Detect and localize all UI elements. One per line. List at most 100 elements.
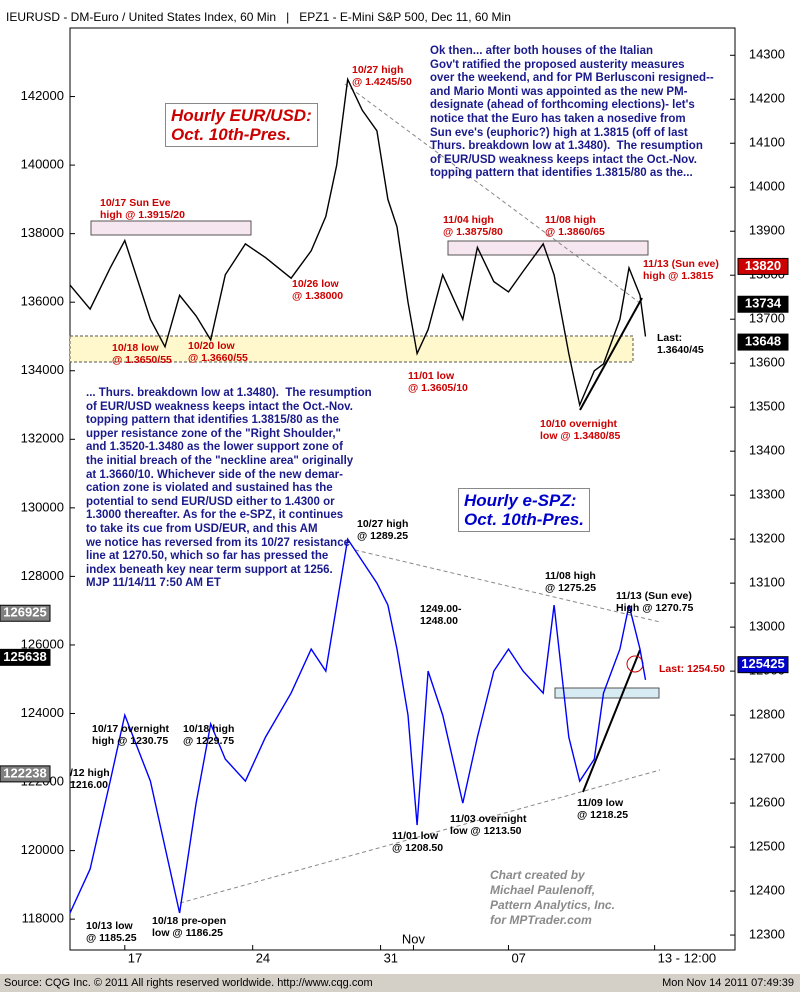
price-marker xyxy=(737,295,789,313)
support-zone xyxy=(554,687,660,699)
annotation: 11/08 high @ 1.3860/65 xyxy=(545,214,605,238)
annotation: 11/08 high @ 1275.25 xyxy=(545,570,597,594)
annotation: 11/04 high @ 1.3875/80 xyxy=(443,214,503,238)
trend-line xyxy=(582,649,641,793)
annotation: 10/18 low @ 1.3650/55 xyxy=(112,342,172,366)
y2-tick-label: 13900 xyxy=(749,223,785,238)
price-marker xyxy=(737,333,789,351)
y2-tick-label: 14000 xyxy=(749,179,785,194)
annotation: 10/20 low @ 1.3660/55 xyxy=(188,340,248,364)
annotation: 11/01 low @ 1208.50 xyxy=(392,830,444,854)
y2-tick-label: 13300 xyxy=(749,487,785,502)
trend-line xyxy=(354,549,661,623)
y-tick-label: 126000 xyxy=(21,636,64,651)
annotation: ... Thurs. breakdown low at 1.3480). The… xyxy=(86,387,372,590)
annotation: 10/13 low @ 1185.25 xyxy=(86,920,137,944)
y-tick-label: 120000 xyxy=(21,842,64,857)
price-marker-label: 126925 xyxy=(3,605,46,620)
price-marker xyxy=(737,656,789,674)
price-marker xyxy=(0,648,51,666)
resistance-zone xyxy=(90,220,252,236)
annotation: 10/18 high @ 1229.75 xyxy=(183,723,235,747)
annotation: 10/17 overnight high @ 1230.75 xyxy=(92,723,170,747)
x-tick-label: 24 xyxy=(256,950,270,965)
annotation: Hourly EUR/USD: Oct. 10th-Pres. xyxy=(165,103,318,147)
y2-tick-label: 14300 xyxy=(749,47,785,62)
annotation: 11/01 low @ 1.3605/10 xyxy=(408,370,468,394)
annotation: Chart created by Michael Paulenoff, Patt… xyxy=(490,868,615,927)
y2-tick-label: 13400 xyxy=(749,443,785,458)
y-tick-label: 142000 xyxy=(21,88,64,103)
x-tick-label: 17 xyxy=(128,950,142,965)
annotation: Ok then... after both houses of the Ital… xyxy=(430,45,714,180)
annotation: 11/09 low @ 1218.25 xyxy=(577,797,629,821)
annotation: 1249.00- 1248.00 xyxy=(420,603,462,627)
series-title: IEURUSD - DM-Euro / United States Index,… xyxy=(6,10,277,24)
series-title: EPZ1 - E-Mini S&P 500, Dec 11, 60 Min xyxy=(299,10,511,24)
annotation: Last: 1.3640/45 xyxy=(657,332,704,356)
annotation: /12 high 1216.00 xyxy=(70,767,110,791)
support-zone xyxy=(69,335,634,363)
x-tick-label: Nov xyxy=(402,931,426,946)
price-marker-label: 125425 xyxy=(741,656,784,671)
annotation: 11/13 (Sun eve) high @ 1.3815 xyxy=(643,258,719,282)
plot-frame xyxy=(69,27,736,951)
y2-tick-label: 12700 xyxy=(749,751,785,766)
y-tick-label: 132000 xyxy=(21,431,64,446)
timestamp: Mon Nov 14 2011 07:49:39 xyxy=(662,977,794,989)
y2-tick-label: 14200 xyxy=(749,91,785,106)
y2-tick-label: 12600 xyxy=(749,795,785,810)
y-tick-label: 134000 xyxy=(21,362,64,377)
y2-tick-label: 13600 xyxy=(749,355,785,370)
y-tick-label: 118000 xyxy=(22,911,64,926)
annotation: 10/26 low @ 1.38000 xyxy=(292,278,344,302)
trend-line xyxy=(179,769,661,904)
separator: | xyxy=(286,10,290,24)
source: Source: CQG Inc. © 2011 All rights reser… xyxy=(4,977,373,989)
price-marker-label: 122238 xyxy=(3,765,46,780)
price-marker-label: 13648 xyxy=(745,334,781,349)
annotation: 10/17 Sun Eve high @ 1.3915/20 xyxy=(100,197,185,221)
y-tick-label: 136000 xyxy=(21,294,64,309)
footer: Source: CQG Inc. © 2011 All rights reser… xyxy=(0,974,800,992)
y-tick-label: 130000 xyxy=(21,499,64,514)
annotation: Hourly e-SPZ: Oct. 10th-Pres. xyxy=(458,488,590,532)
y2-tick-label: 12500 xyxy=(749,839,785,854)
price-marker-label: 13734 xyxy=(745,296,782,311)
resistance-zone xyxy=(447,240,649,256)
y2-tick-label: 14100 xyxy=(749,135,785,150)
trend-line xyxy=(579,297,643,411)
y2-tick-label: 13100 xyxy=(749,575,785,590)
price-marker xyxy=(0,604,51,622)
y-tick-label: 140000 xyxy=(21,157,64,172)
y-tick-label: 124000 xyxy=(21,705,64,720)
price-marker-label: 13820 xyxy=(745,258,781,273)
y2-tick-label: 13500 xyxy=(749,399,785,414)
annotation: 10/27 high @ 1.4245/50 xyxy=(352,64,412,88)
price-marker xyxy=(0,765,51,783)
y2-tick-label: 13200 xyxy=(749,531,785,546)
annotation: 11/03 overnight low @ 1213.50 xyxy=(450,813,527,837)
x-tick-label: 13 - 12:00 xyxy=(658,950,717,965)
y2-tick-label: 13000 xyxy=(749,619,785,634)
annotation: 10/10 overnight low @ 1.3480/85 xyxy=(540,418,621,442)
annotation: 10/27 high @ 1289.25 xyxy=(357,518,409,542)
price-marker xyxy=(737,257,789,275)
annotation: 11/13 (Sun eve) High @ 1270.75 xyxy=(616,590,694,614)
trend-line xyxy=(344,83,641,304)
header: IEURUSD - DM-Euro / United States Index,… xyxy=(6,10,511,24)
price-line xyxy=(69,537,647,914)
price-marker-label: 125638 xyxy=(3,649,46,664)
price-line xyxy=(69,76,647,408)
annotation: Last: 1254.50 xyxy=(659,663,725,675)
y2-tick-label: 12400 xyxy=(749,882,785,897)
annotation: 10/18 pre-open low @ 1186.25 xyxy=(152,915,227,939)
y-tick-label: 138000 xyxy=(21,225,64,240)
x-tick-label: 07 xyxy=(511,950,525,965)
y2-tick-label: 12800 xyxy=(749,707,785,722)
x-tick-label: 31 xyxy=(384,950,398,965)
y2-tick-label: 12300 xyxy=(749,926,785,941)
y2-tick-label: 13700 xyxy=(749,311,785,326)
